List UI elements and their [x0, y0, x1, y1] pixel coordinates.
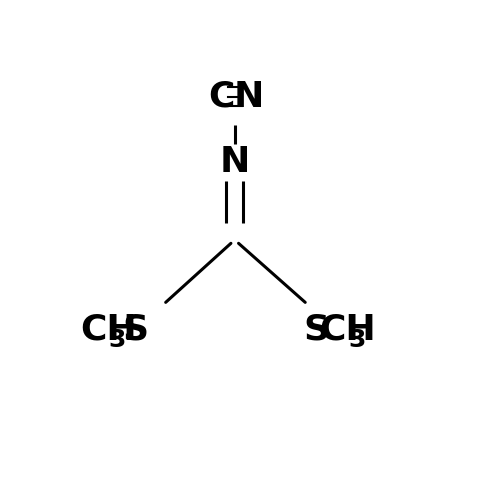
Text: N: N: [234, 80, 264, 114]
Text: 3: 3: [348, 328, 365, 352]
Text: S: S: [304, 313, 330, 347]
Text: CH: CH: [80, 313, 137, 347]
Text: C: C: [208, 80, 235, 114]
Text: 3: 3: [109, 328, 126, 352]
Text: CH: CH: [319, 313, 376, 347]
Text: N: N: [219, 145, 250, 179]
Text: S: S: [123, 313, 149, 347]
